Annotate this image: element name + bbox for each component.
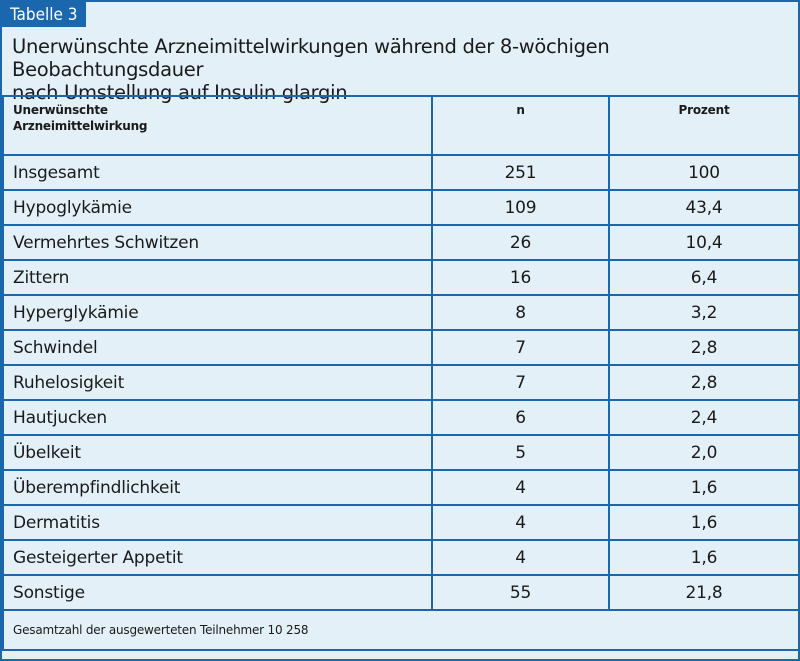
row-n: 4 (431, 539, 610, 576)
table-row: Hyperglykämie 8 3,2 (2, 294, 800, 331)
row-percent: 1,6 (608, 504, 800, 541)
table-row: Hypoglykämie 109 43,4 (2, 189, 800, 226)
table-row: Insgesamt 251 100 (2, 154, 800, 191)
table-row: Gesteigerter Appetit 4 1,6 (2, 539, 800, 576)
row-label: Hyperglykämie (2, 294, 433, 331)
row-n: 8 (431, 294, 610, 331)
footer-row: Gesamtzahl der ausgewerteten Teilnehmer … (2, 609, 800, 651)
row-label: Insgesamt (2, 154, 433, 191)
table-row: Dermatitis 4 1,6 (2, 504, 800, 541)
row-n: 5 (431, 434, 610, 471)
row-label: Dermatitis (2, 504, 433, 541)
table-number-tag: Tabelle 3 (2, 2, 86, 27)
row-label: Gesteigerter Appetit (2, 539, 433, 576)
row-percent: 21,8 (608, 574, 800, 611)
header-label: Unerwünschte Arzneimittelwirkung (2, 95, 433, 156)
footer-note: Gesamtzahl der ausgewerteten Teilnehmer … (2, 609, 800, 651)
row-n: 26 (431, 224, 610, 261)
header-percent: Prozent (608, 95, 800, 156)
row-label: Übelkeit (2, 434, 433, 471)
row-n: 6 (431, 399, 610, 436)
row-n: 7 (431, 364, 610, 401)
row-label: Ruhelosigkeit (2, 364, 433, 401)
row-n: 7 (431, 329, 610, 366)
table-row: Zittern 16 6,4 (2, 259, 800, 296)
row-label: Überempfindlichkeit (2, 469, 433, 506)
header-row: Unerwünschte Arzneimittelwirkung n Proze… (2, 95, 800, 156)
row-n: 4 (431, 469, 610, 506)
row-label: Zittern (2, 259, 433, 296)
row-label: Schwindel (2, 329, 433, 366)
table-row: Sonstige 55 21,8 (2, 574, 800, 611)
row-percent: 2,8 (608, 329, 800, 366)
header-label-line-2: Arzneimittelwirkung (13, 119, 148, 133)
row-percent: 100 (608, 154, 800, 191)
adverse-effects-table: Unerwünschte Arzneimittelwirkung n Proze… (2, 95, 800, 651)
row-percent: 2,4 (608, 399, 800, 436)
header-n: n (431, 95, 610, 156)
row-percent: 2,8 (608, 364, 800, 401)
row-percent: 2,0 (608, 434, 800, 471)
header-label-line-1: Unerwünschte (13, 103, 108, 117)
table-row: Übelkeit 5 2,0 (2, 434, 800, 471)
row-n: 4 (431, 504, 610, 541)
row-percent: 1,6 (608, 539, 800, 576)
row-label: Vermehrtes Schwitzen (2, 224, 433, 261)
row-label: Hautjucken (2, 399, 433, 436)
row-percent: 10,4 (608, 224, 800, 261)
table-row: Vermehrtes Schwitzen 26 10,4 (2, 224, 800, 261)
table-row: Ruhelosigkeit 7 2,8 (2, 364, 800, 401)
row-label: Hypoglykämie (2, 189, 433, 226)
row-label: Sonstige (2, 574, 433, 611)
row-n: 109 (431, 189, 610, 226)
row-n: 16 (431, 259, 610, 296)
row-percent: 3,2 (608, 294, 800, 331)
row-n: 251 (431, 154, 610, 191)
table-row: Überempfindlichkeit 4 1,6 (2, 469, 800, 506)
row-percent: 1,6 (608, 469, 800, 506)
table-row: Hautjucken 6 2,4 (2, 399, 800, 436)
table-row: Schwindel 7 2,8 (2, 329, 800, 366)
table-title: Unerwünschte Arzneimittelwirkungen währe… (12, 35, 792, 104)
table-title-line-1: Unerwünschte Arzneimittelwirkungen währe… (12, 35, 610, 81)
row-percent: 43,4 (608, 189, 800, 226)
row-n: 55 (431, 574, 610, 611)
row-percent: 6,4 (608, 259, 800, 296)
